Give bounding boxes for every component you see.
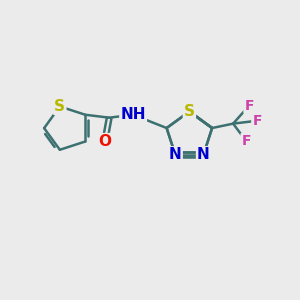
Text: F: F — [252, 114, 262, 128]
Text: F: F — [244, 99, 254, 112]
Text: S: S — [184, 104, 195, 119]
Text: S: S — [54, 99, 65, 114]
Text: F: F — [242, 134, 251, 148]
Text: N: N — [197, 147, 210, 162]
Text: NH: NH — [120, 107, 146, 122]
Text: N: N — [169, 147, 182, 162]
Text: O: O — [98, 134, 111, 149]
